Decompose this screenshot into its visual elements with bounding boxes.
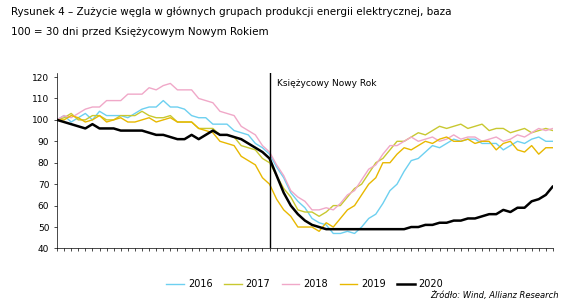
2020 bbox=[323, 227, 329, 231]
2020 bbox=[436, 221, 443, 225]
2020 bbox=[528, 199, 535, 203]
Line: 2018: 2018 bbox=[57, 83, 553, 210]
2019 bbox=[54, 118, 60, 122]
Line: 2017: 2017 bbox=[57, 111, 553, 216]
2018 bbox=[365, 167, 372, 171]
2019 bbox=[68, 114, 75, 117]
2020 bbox=[68, 122, 75, 126]
2018 bbox=[535, 127, 542, 130]
Text: Rysunek 4 – Zużycie węgla w głównych grupach produkcji energii elektrycznej, baz: Rysunek 4 – Zużycie węgla w głównych gru… bbox=[11, 6, 452, 17]
2017 bbox=[68, 112, 75, 115]
2017 bbox=[302, 210, 308, 214]
2017 bbox=[535, 129, 542, 132]
Line: 2016: 2016 bbox=[57, 101, 553, 233]
2017 bbox=[514, 129, 521, 132]
2017 bbox=[316, 215, 323, 218]
2017 bbox=[365, 171, 372, 175]
2020 bbox=[54, 118, 60, 122]
2016 bbox=[68, 120, 75, 124]
Legend: 2016, 2017, 2018, 2019, 2020: 2016, 2017, 2018, 2019, 2020 bbox=[162, 275, 447, 293]
2017 bbox=[139, 109, 145, 113]
Line: 2019: 2019 bbox=[57, 115, 553, 231]
2017 bbox=[124, 114, 131, 117]
2019 bbox=[316, 229, 323, 233]
2018 bbox=[167, 82, 174, 85]
2020 bbox=[196, 137, 202, 141]
Text: 100 = 30 dni przed Księżycowym Nowym Rokiem: 100 = 30 dni przed Księżycowym Nowym Rok… bbox=[11, 27, 269, 37]
2019 bbox=[535, 152, 542, 156]
2016 bbox=[514, 139, 521, 143]
2019 bbox=[365, 182, 372, 186]
2018 bbox=[549, 127, 556, 130]
2016 bbox=[330, 231, 337, 235]
2018 bbox=[514, 133, 521, 137]
2019 bbox=[549, 146, 556, 150]
2019 bbox=[75, 116, 82, 120]
2016 bbox=[302, 206, 308, 210]
2016 bbox=[535, 135, 542, 139]
2016 bbox=[124, 116, 131, 120]
Text: Żródło: Wind, Allianz Research: Żródło: Wind, Allianz Research bbox=[430, 291, 559, 300]
2016 bbox=[54, 118, 60, 122]
2017 bbox=[54, 118, 60, 122]
2019 bbox=[302, 225, 308, 229]
2019 bbox=[132, 120, 139, 124]
2016 bbox=[365, 217, 372, 220]
2020 bbox=[358, 227, 365, 231]
2020 bbox=[295, 212, 302, 216]
2018 bbox=[54, 118, 60, 122]
2018 bbox=[302, 199, 308, 203]
2019 bbox=[514, 148, 521, 152]
2020 bbox=[549, 185, 556, 188]
2016 bbox=[160, 99, 166, 102]
Text: Księżycowy Nowy Rok: Księżycowy Nowy Rok bbox=[276, 79, 376, 88]
2017 bbox=[549, 129, 556, 132]
2016 bbox=[549, 139, 556, 143]
2018 bbox=[308, 208, 315, 212]
2018 bbox=[68, 116, 75, 120]
2018 bbox=[124, 92, 131, 96]
Line: 2020: 2020 bbox=[57, 120, 553, 229]
